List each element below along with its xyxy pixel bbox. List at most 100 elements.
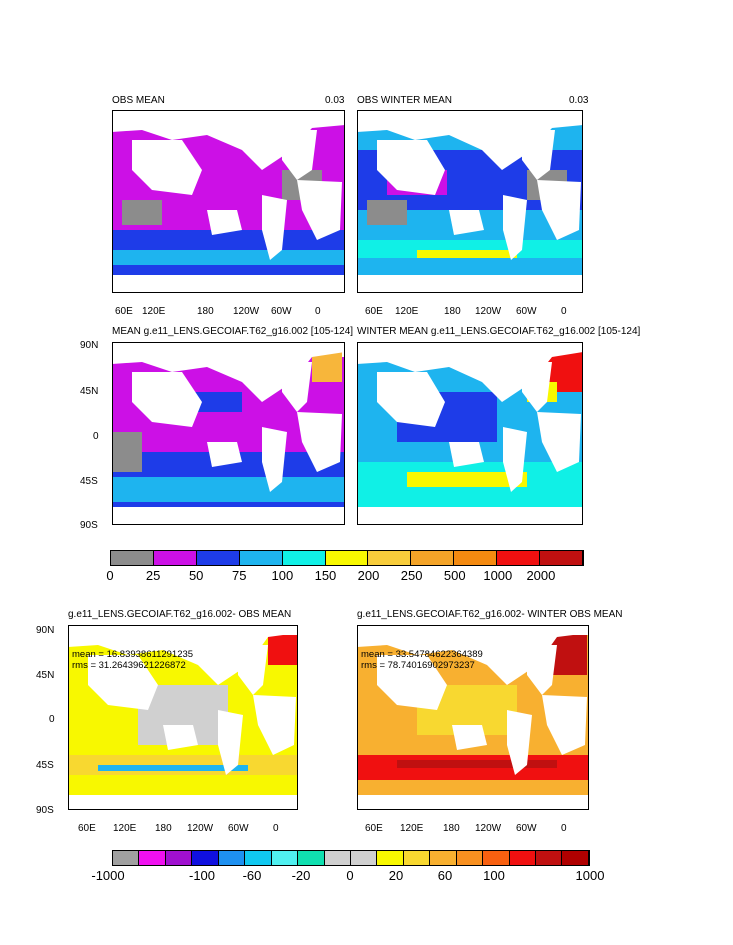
lat-label: 90N	[36, 625, 55, 636]
lon-label: 180	[155, 823, 172, 834]
lat-label: 45N	[80, 386, 99, 397]
colorbar-swatch	[245, 851, 272, 865]
frame-model-mean	[112, 342, 345, 525]
lon-label: 60W	[228, 823, 249, 834]
colorbar-label: 100	[271, 568, 294, 583]
lon-label: 60W	[516, 823, 537, 834]
lon-label: 120E	[113, 823, 137, 834]
lon-label: 60W	[516, 306, 537, 317]
lon-label: 60E	[365, 306, 383, 317]
colorbar-label: 1000	[575, 868, 605, 883]
colorbar-swatch	[562, 851, 589, 865]
lon-label: 180	[444, 306, 461, 317]
colorbar-label: 150	[314, 568, 337, 583]
stat-rms-right: rms = 78.74016902973237	[361, 660, 475, 671]
colorbar-swatch	[454, 551, 498, 565]
colorbar-label: 50	[188, 568, 204, 583]
map-diff-obs-mean	[68, 625, 298, 810]
panel-value-obs-winter-mean: 0.03	[569, 95, 589, 106]
colorbar-swatch	[113, 851, 140, 865]
colorbar-swatch	[282, 551, 326, 565]
colorbar-swatch	[456, 851, 484, 865]
lon-label: 120E	[142, 306, 166, 317]
panel-title-diff-obs-mean: g.e11_LENS.GECOIAF.T62_g16.002- OBS MEAN	[68, 609, 292, 620]
lat-label: 90S	[36, 805, 54, 816]
lon-label: 60E	[115, 306, 133, 317]
frame-obs-winter-mean	[357, 110, 583, 293]
lon-label: 0	[315, 306, 321, 317]
frame-obs-mean	[112, 110, 345, 293]
lon-label: 120W	[475, 823, 502, 834]
lon-label: 180	[443, 823, 460, 834]
colorbar-top	[110, 550, 584, 566]
frame-diff-winter-obs-mean	[357, 625, 589, 810]
colorbar-swatch	[325, 551, 369, 565]
lon-label: 0	[273, 823, 279, 834]
lat-label: 45S	[80, 476, 98, 487]
colorbar-label: -100	[188, 868, 216, 883]
colorbar-label: 200	[357, 568, 380, 583]
frame-diff-obs-mean	[68, 625, 298, 810]
lon-label: 0	[561, 306, 567, 317]
colorbar-label: 1000	[483, 568, 513, 583]
panel-title-obs-mean: OBS MEAN	[112, 95, 165, 106]
map-obs-winter-mean	[357, 110, 583, 293]
colorbar-swatch	[165, 851, 193, 865]
colorbar-swatch	[218, 851, 246, 865]
colorbar-swatch	[536, 851, 563, 865]
colorbar-swatch	[430, 851, 457, 865]
lon-label: 120E	[400, 823, 424, 834]
panel-title-model-mean: MEAN g.e11_LENS.GECOIAF.T62_g16.002 [105…	[112, 326, 354, 337]
colorbar-label: 20	[388, 868, 404, 883]
colorbar-label: 2000	[526, 568, 556, 583]
colorbar-label: 0	[106, 568, 114, 583]
colorbar-swatch	[271, 851, 299, 865]
colorbar-label: 100	[483, 868, 505, 883]
lat-label: 90N	[80, 340, 99, 351]
colorbar-label: -60	[242, 868, 262, 883]
colorbar-label: 250	[400, 568, 423, 583]
colorbar-bottom	[112, 850, 590, 866]
colorbar-swatch	[411, 551, 455, 565]
panel-title-obs-winter-mean: OBS WINTER MEAN	[357, 95, 453, 106]
colorbar-swatch	[324, 851, 351, 865]
lon-label: 60W	[271, 306, 292, 317]
lon-label: 180	[197, 306, 214, 317]
colorbar-swatch	[350, 851, 378, 865]
colorbar-swatch	[153, 551, 197, 565]
stat-mean-left: mean = 16.83938611291235	[72, 649, 194, 660]
colorbar-swatch	[139, 851, 166, 865]
map-model-winter-mean	[357, 342, 583, 525]
colorbar-swatch	[239, 551, 283, 565]
lat-label: 45S	[36, 760, 54, 771]
lon-label: 60E	[365, 823, 383, 834]
colorbar-swatch	[196, 551, 240, 565]
lon-label: 120E	[395, 306, 419, 317]
map-diff-winter-obs-mean	[357, 625, 589, 810]
colorbar-label: 0	[346, 868, 354, 883]
lon-label: 120W	[475, 306, 502, 317]
map-model-mean	[112, 342, 345, 525]
colorbar-label: 75	[232, 568, 247, 583]
colorbar-label: -1000	[91, 868, 125, 883]
colorbar-swatch	[497, 551, 541, 565]
lon-label: 120W	[187, 823, 214, 834]
colorbar-swatch	[192, 851, 219, 865]
colorbar-swatch	[298, 851, 325, 865]
panel-title-diff-winter-obs-mean: g.e11_LENS.GECOIAF.T62_g16.002- WINTER O…	[357, 609, 623, 620]
lat-label: 90S	[80, 520, 98, 531]
colorbar-bottom-labels: -1000 -100 -60 -20 0 20 60 100 1000	[90, 868, 620, 884]
lat-label: 0	[93, 431, 99, 442]
colorbar-label: 60	[437, 868, 453, 883]
colorbar-swatch	[509, 851, 536, 865]
colorbar-top-labels: 0 25 50 75 100 150 200 250 500 1000 2000	[103, 568, 599, 584]
colorbar-swatch	[403, 851, 431, 865]
colorbar-swatch	[540, 551, 583, 565]
frame-model-winter-mean	[357, 342, 583, 525]
map-obs-mean	[112, 110, 345, 293]
colorbar-swatch	[368, 551, 412, 565]
lon-label: 0	[561, 823, 567, 834]
colorbar-label: 500	[443, 568, 466, 583]
colorbar-swatch	[483, 851, 510, 865]
stat-mean-right: mean = 33.54784622364389	[361, 649, 483, 660]
